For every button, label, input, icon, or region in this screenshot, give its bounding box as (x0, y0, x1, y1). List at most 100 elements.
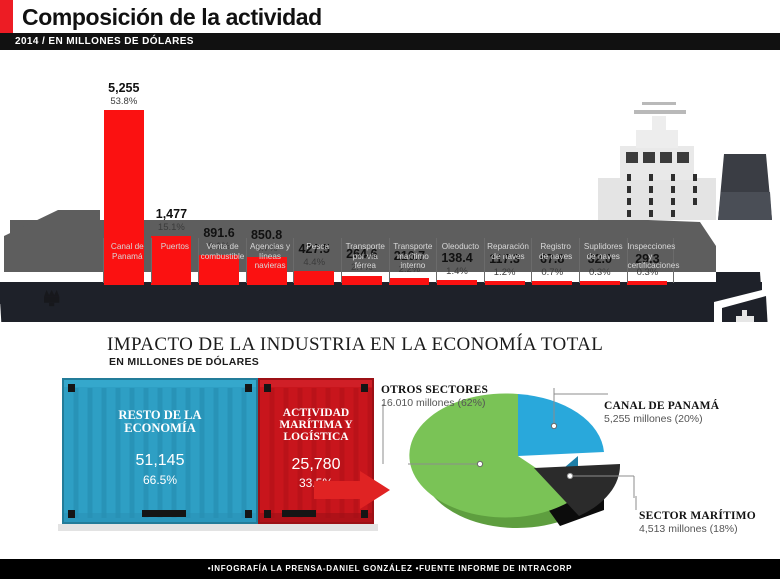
bar-category-line: Reparación (487, 242, 529, 251)
bar-category-line: navieras (254, 261, 286, 271)
bar-percent-label: 2.7% (350, 262, 373, 273)
bar-value-label: 891.6 (203, 226, 235, 240)
bar-percent-label: 1.2% (493, 267, 516, 278)
bar-value-label: 5,255 (108, 81, 140, 95)
bar-category-line: certificaciones (627, 261, 680, 271)
bar-value-label: 264.6 (346, 247, 378, 261)
bar-category-line: de naves (491, 251, 525, 261)
container-shadow (58, 524, 378, 531)
container-corner (264, 384, 271, 392)
container-value: 51,145 (135, 452, 185, 469)
page-title: Composición de la actividad (22, 4, 322, 30)
container-corner (361, 384, 368, 392)
bar-category-line: Suplidores (583, 242, 623, 251)
bar-rect (627, 281, 668, 285)
bar-rect (532, 281, 573, 285)
bar-category-line: Oleoducto (441, 242, 480, 251)
bar-category-label: Transporte por vía férrea (340, 238, 389, 283)
bar-rect (484, 281, 525, 285)
bar-value-label: 850.8 (250, 228, 283, 242)
container-maritime-activity: ACTIVIDAD MARÍTIMA Y LOGÍSTICA 25,780 33… (258, 378, 374, 524)
bar-category-label: Agencias y líneas navieras (245, 238, 294, 283)
bar-category-label: Oleoducto (436, 238, 484, 283)
bar-rect (341, 276, 382, 285)
bar-column: 1,477 15.1% (151, 206, 192, 285)
callout-sector-maritimo: SECTOR MARÍTIMO 4,513 millones (18%) (639, 509, 756, 536)
pie-chart (378, 378, 648, 543)
bar-percent-label: 2.2% (398, 264, 421, 275)
bar-category-line: líneas (259, 251, 281, 261)
pie-chart-svg (378, 388, 635, 529)
container-title-line1: RESTO DE LA (118, 408, 202, 422)
bar-column: 67.8 0.7% (532, 251, 573, 285)
bar-value-label: 67.8 (540, 252, 565, 266)
container-corner (68, 510, 75, 518)
bar-category-label: Pesca (293, 238, 341, 283)
bar-category-line: de naves (586, 251, 620, 261)
bar-rect (199, 255, 239, 285)
bar-column: 427.5 4.4% (294, 241, 335, 285)
middle-section-subtitle: EN MILLONES DE DÓLARES (109, 356, 260, 368)
container-bottom-bar (282, 510, 316, 517)
bar-category-line: Pesca (306, 242, 330, 251)
bar-rect (579, 281, 620, 285)
container-title-line1: ACTIVIDAD (282, 407, 350, 419)
callout-title: SECTOR MARÍTIMO (639, 510, 756, 522)
container-corner (245, 384, 252, 392)
footer-credits: •INFOGRAFÍA LA PRENSA-DANIEL GONZÁLEZ •F… (207, 564, 573, 573)
bar-column: 850.8 8.7% (246, 227, 287, 285)
bar-value-label: 1,477 (155, 207, 188, 221)
container-rest-of-economy: RESTO DE LA ECONOMÍA 51,145 66.5% (62, 378, 258, 524)
bar-percent-label: 0.3% (588, 267, 611, 278)
bar-column: 216.7 2.2% (389, 248, 430, 285)
bar-value-label: 427.5 (298, 242, 330, 256)
bar-rect (437, 280, 477, 285)
bar-percent-label: 9.1% (208, 241, 230, 252)
container-corner (245, 510, 252, 518)
bar-category-line: combustible (200, 251, 245, 261)
container-bottom-bar (142, 510, 186, 517)
bar-column: 117.3 1.2% (484, 251, 525, 285)
bar-value-label: 29.3 (635, 252, 660, 266)
container-value: 25,780 (291, 456, 341, 473)
callout-subtitle: 4,513 millones (18%) (639, 523, 738, 535)
bar-value-label: 138.4 (441, 251, 473, 265)
bar-percent-label: 8.7% (255, 243, 278, 254)
bar-category-line: Transporte (345, 242, 385, 251)
bar-column: 891.6 9.1% (199, 225, 239, 285)
bar-category-line: Venta de (206, 242, 239, 251)
bar-column: 138.4 1.4% (437, 250, 477, 285)
bar-rect (294, 271, 335, 285)
container-title-line2: ECONOMÍA (124, 421, 196, 435)
bar-category-label: Registro de naves (531, 238, 579, 283)
bar-value-label: 117.3 (489, 252, 520, 266)
bar-rect (151, 236, 192, 285)
bar-category-line: Panamá (112, 251, 143, 261)
container-percent: 66.5% (142, 473, 178, 487)
middle-section-title: IMPACTO DE LA INDUSTRIA EN LA ECONOMÍA T… (107, 334, 604, 355)
bar-percent-label: 1.4% (446, 266, 468, 277)
bar-rect (103, 110, 144, 285)
bar-category-line: de naves (539, 251, 573, 261)
header-subbar (0, 33, 780, 50)
callout-title: OTROS SECTORES (381, 384, 489, 396)
bar-rect (246, 257, 287, 285)
bar-percent-label: 53.8% (110, 96, 138, 107)
bar-column: 5,255 53.8% (103, 80, 144, 285)
bar-percent-label: 4.4% (303, 257, 326, 268)
bar-category-line: interno (400, 261, 426, 271)
bar-category-line: Inspecciones y (627, 242, 676, 261)
bar-percent-label: 15.1% (157, 222, 185, 233)
callout-title: CANAL DE PANAMÁ (604, 400, 720, 412)
bar-percent-label: 0.7% (541, 267, 564, 278)
bar-chart: 5,255 53.8% 1,477 15.1% 891.6 9.1% 850.8 8.7% 42… (0, 50, 780, 285)
bar-category-line: Transporte (393, 242, 433, 251)
bar-value-label: 32.0 (587, 252, 612, 266)
callout-line-otros (382, 404, 384, 464)
bar-column: 264.6 2.7% (341, 246, 382, 285)
bar-category-line: Registro (540, 242, 571, 251)
bar-category-line: Agencias y (250, 242, 291, 251)
header: Composición de la actividad (0, 0, 780, 33)
bar-column: 29.3 0.3% (627, 251, 668, 285)
